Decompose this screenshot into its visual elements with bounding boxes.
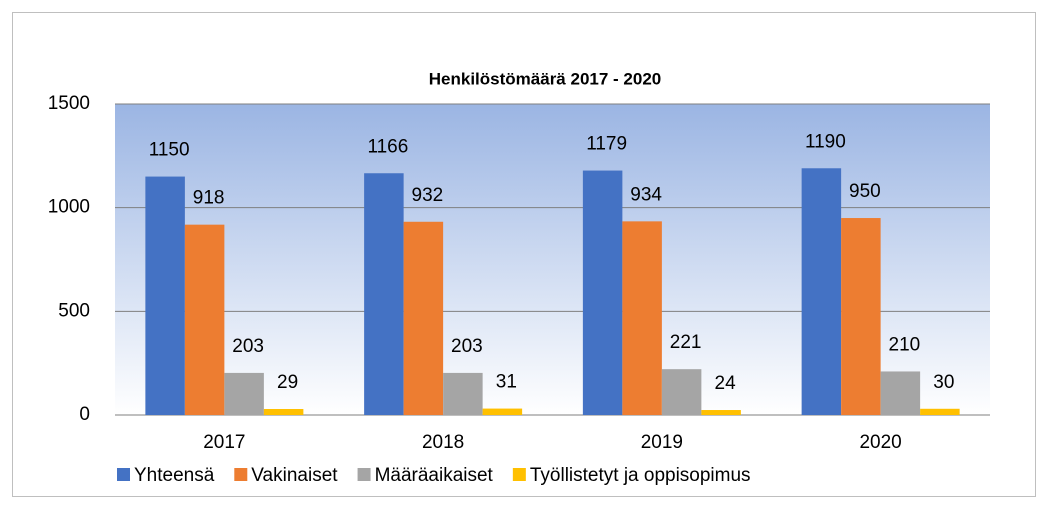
legend-label: Määräaikaiset	[375, 465, 494, 486]
legend-label: Vakinaiset	[251, 465, 338, 486]
data-label: 203	[232, 336, 264, 357]
bar	[801, 168, 842, 415]
data-label: 30	[933, 372, 954, 393]
bar	[582, 170, 623, 415]
x-tick-label: 2019	[641, 432, 683, 453]
x-tick-label: 2020	[859, 432, 901, 453]
data-label: 1166	[367, 136, 408, 157]
y-tick-label: 0	[79, 404, 90, 425]
data-label: 932	[412, 185, 444, 206]
bar	[263, 408, 304, 415]
legend-label: Työllistetyt ja oppisopimus	[530, 465, 751, 486]
legend-swatch	[117, 468, 130, 481]
x-tick-label: 2018	[422, 432, 464, 453]
x-tick-label: 2017	[203, 432, 245, 453]
bar	[841, 218, 881, 415]
data-label: 1150	[149, 140, 190, 161]
data-label: 221	[670, 332, 702, 353]
bar	[364, 173, 404, 415]
bar	[443, 372, 483, 415]
bar	[622, 221, 662, 415]
data-label: 24	[715, 373, 737, 394]
bar	[920, 408, 960, 415]
bar	[482, 408, 523, 415]
y-tick-label: 1500	[48, 93, 90, 114]
legend-swatch	[357, 468, 371, 481]
bar	[880, 371, 921, 415]
data-label: 934	[630, 184, 662, 205]
data-label: 31	[496, 372, 517, 393]
y-tick-label: 500	[58, 300, 90, 321]
data-label: 950	[849, 181, 881, 202]
data-label: 29	[277, 372, 298, 393]
bar	[403, 221, 444, 415]
bar	[145, 176, 185, 415]
legend-swatch	[512, 468, 526, 481]
legend-swatch	[234, 468, 248, 481]
data-label: 1179	[586, 134, 627, 155]
data-label: 1190	[805, 131, 846, 152]
y-tick-label: 1000	[48, 197, 90, 218]
data-label: 918	[193, 188, 225, 209]
bar	[224, 372, 264, 415]
chart-title: Henkilöstömäärä 2017 - 2020	[429, 69, 661, 88]
bar	[184, 224, 225, 415]
data-label: 203	[451, 336, 483, 357]
bar	[661, 369, 702, 415]
bar	[701, 410, 741, 415]
data-label: 210	[889, 334, 921, 355]
legend-label: Yhteensä	[134, 465, 215, 486]
